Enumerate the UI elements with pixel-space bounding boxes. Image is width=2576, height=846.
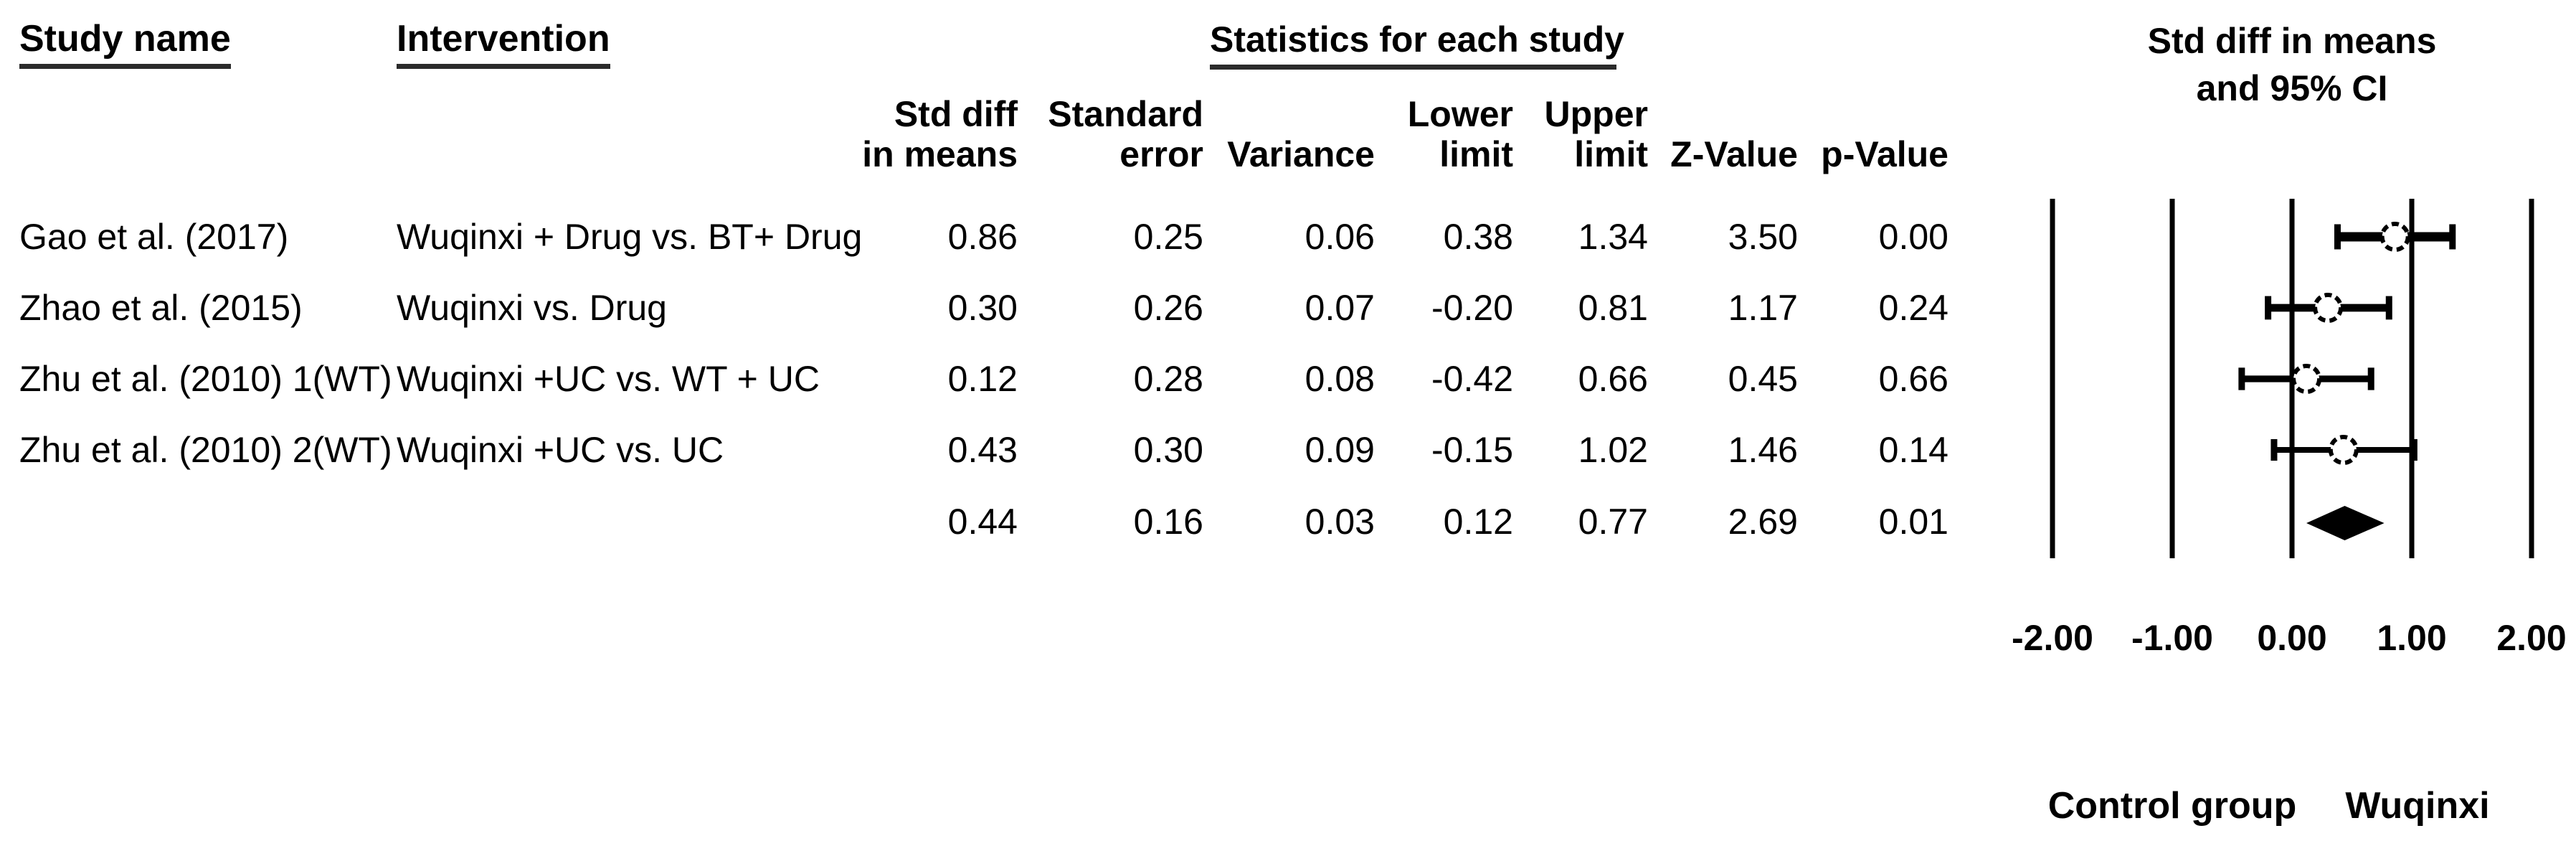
plot-title-line2: and 95% CI bbox=[2196, 68, 2388, 108]
column-header-variance: Variance bbox=[1227, 134, 1375, 174]
stat-std-diff: 0.30 bbox=[947, 288, 1018, 328]
study-name: Gao et al. (2017) bbox=[19, 217, 289, 257]
stat-p-value: 0.14 bbox=[1878, 430, 1948, 470]
stat-standard-error: 0.28 bbox=[1133, 359, 1203, 399]
stat-upper-limit: 0.77 bbox=[1578, 502, 1648, 542]
column-header-study-name: Study name bbox=[19, 18, 231, 70]
stat-standard-error: 0.16 bbox=[1133, 502, 1203, 542]
stat-std-diff: 0.44 bbox=[947, 502, 1018, 542]
intervention: Wuqinxi +UC vs. WT + UC bbox=[397, 359, 820, 399]
study-name-label: Study name bbox=[19, 18, 231, 70]
stat-lower-limit: 0.38 bbox=[1443, 217, 1513, 257]
stat-std-diff: 0.12 bbox=[947, 359, 1018, 399]
stat-p-value: 0.66 bbox=[1878, 359, 1948, 399]
column-header-std-diff: Std diff in means bbox=[862, 94, 1018, 174]
stat-lower-limit: -0.20 bbox=[1431, 288, 1513, 328]
study-marker bbox=[2313, 293, 2344, 323]
stat-variance: 0.08 bbox=[1304, 359, 1375, 399]
study-name: Zhu et al. (2010) 2(WT) bbox=[19, 430, 392, 470]
stat-upper-limit: 0.81 bbox=[1578, 288, 1648, 328]
stat-variance: 0.03 bbox=[1304, 502, 1375, 542]
favours-control-label: Control group bbox=[2047, 785, 2297, 827]
column-header-upper-limit: Upper limit bbox=[1544, 94, 1648, 174]
stat-z-value: 1.46 bbox=[1728, 430, 1798, 470]
stat-upper-limit: 0.66 bbox=[1578, 359, 1648, 399]
stat-p-value: 0.01 bbox=[1878, 502, 1948, 542]
column-header-lower-limit: Lower limit bbox=[1407, 94, 1513, 174]
axis-tick-label: 2.00 bbox=[2496, 618, 2566, 658]
plot-title-line1: Std diff in means bbox=[2147, 21, 2437, 61]
intervention: Wuqinxi + Drug vs. BT+ Drug bbox=[397, 217, 863, 257]
plot-title: Std diff in means and 95% CI bbox=[2113, 17, 2471, 112]
axis-tick-label: 1.00 bbox=[2377, 618, 2446, 658]
table-row: Zhao et al. (2015) Wuqinxi vs. Drug 0.30… bbox=[0, 282, 1994, 334]
stat-p-value: 0.24 bbox=[1878, 288, 1948, 328]
column-header-z-value: Z-Value bbox=[1670, 134, 1798, 174]
intervention: Wuqinxi +UC vs. UC bbox=[397, 430, 724, 470]
table-row: Zhu et al. (2010) 1(WT) Wuqinxi +UC vs. … bbox=[0, 353, 1994, 405]
stat-standard-error: 0.25 bbox=[1133, 217, 1203, 257]
stat-variance: 0.09 bbox=[1304, 430, 1375, 470]
stat-z-value: 2.69 bbox=[1728, 502, 1798, 542]
study-marker bbox=[2328, 435, 2359, 465]
study-name: Zhu et al. (2010) 1(WT) bbox=[19, 359, 392, 399]
axis-tick-label: -1.00 bbox=[2131, 618, 2213, 658]
stat-standard-error: 0.30 bbox=[1133, 430, 1203, 470]
axis-tick-label: -2.00 bbox=[2012, 618, 2093, 658]
summary-row: 0.44 0.16 0.03 0.12 0.77 2.69 0.01 bbox=[0, 496, 1994, 547]
intervention-label: Intervention bbox=[397, 18, 610, 70]
favours-wuqinxi-label: Wuqinxi bbox=[2345, 785, 2490, 827]
statistics-section-title: Statistics for each study bbox=[1210, 19, 1624, 70]
column-header-p-value: p-Value bbox=[1821, 134, 1948, 174]
axis-tick-label: 0.00 bbox=[2257, 618, 2326, 658]
stat-lower-limit: 0.12 bbox=[1443, 502, 1513, 542]
stat-z-value: 0.45 bbox=[1728, 359, 1798, 399]
stat-upper-limit: 1.02 bbox=[1578, 430, 1648, 470]
stat-p-value: 0.00 bbox=[1878, 217, 1948, 257]
intervention: Wuqinxi vs. Drug bbox=[397, 288, 667, 328]
study-name: Zhao et al. (2015) bbox=[19, 288, 303, 328]
stat-std-diff: 0.43 bbox=[947, 430, 1018, 470]
stat-upper-limit: 1.34 bbox=[1578, 217, 1648, 257]
table-row: Zhu et al. (2010) 2(WT) Wuqinxi +UC vs. … bbox=[0, 424, 1994, 476]
column-header-intervention: Intervention bbox=[397, 18, 610, 70]
column-header-standard-error: Standard error bbox=[1048, 94, 1203, 174]
stat-lower-limit: -0.42 bbox=[1431, 359, 1513, 399]
summary-diamond bbox=[2306, 506, 2385, 540]
study-marker bbox=[2380, 222, 2410, 252]
study-marker bbox=[2291, 364, 2322, 394]
stat-std-diff: 0.86 bbox=[947, 217, 1018, 257]
stat-standard-error: 0.26 bbox=[1133, 288, 1203, 328]
stat-lower-limit: -0.15 bbox=[1431, 430, 1513, 470]
stat-variance: 0.07 bbox=[1304, 288, 1375, 328]
stat-z-value: 3.50 bbox=[1728, 217, 1798, 257]
stat-z-value: 1.17 bbox=[1728, 288, 1798, 328]
table-row: Gao et al. (2017) Wuqinxi + Drug vs. BT+… bbox=[0, 211, 1994, 263]
stat-variance: 0.06 bbox=[1304, 217, 1375, 257]
